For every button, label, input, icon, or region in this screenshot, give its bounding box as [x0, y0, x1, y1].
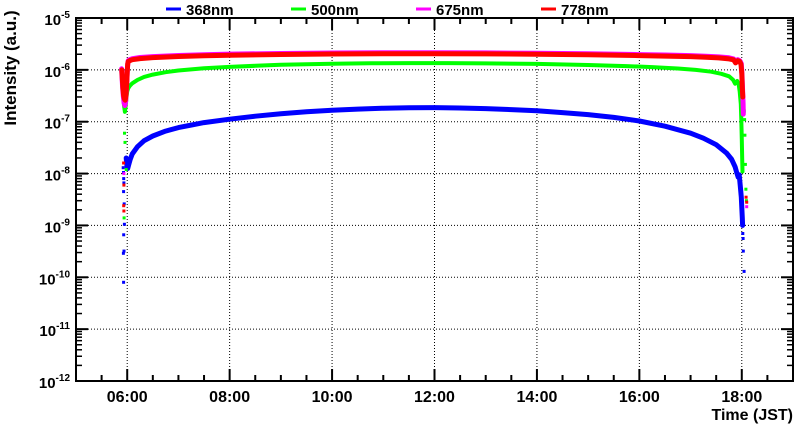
series-500nm-point: [124, 168, 128, 171]
legend: 368nm 500nm 675nm 778nm: [166, 2, 609, 19]
series-368nm-point: [122, 280, 126, 284]
series-368nm-point: [122, 202, 126, 206]
x-tick-label: 18:00: [721, 389, 762, 406]
series-368nm-point: [741, 232, 745, 235]
legend-entry: 778nm: [541, 2, 609, 19]
series-500nm-point: [743, 133, 747, 137]
x-tick-label: 10:00: [312, 389, 353, 406]
series-368nm-point: [741, 249, 745, 253]
x-tick-labels: 06:00 08:00 10:00 12:00 14:00 16:00 18:00: [107, 389, 763, 406]
legend-label: 778nm: [561, 2, 609, 19]
series-500nm-point: [123, 140, 127, 144]
series-675nm-point: [122, 172, 126, 176]
series-368nm-point: [122, 222, 126, 226]
series-curves: [119, 50, 749, 284]
x-tick-label: 06:00: [107, 389, 148, 406]
series-368nm-point: [742, 269, 746, 273]
y-tick-label: 10-6: [44, 62, 70, 81]
series-368nm-point: [122, 190, 126, 194]
series-500nm-point: [743, 118, 747, 122]
series-500nm-point: [744, 187, 748, 191]
series-778nm-point: [122, 204, 126, 208]
y-tick-label: 10-5: [44, 10, 70, 29]
series-368nm-point: [122, 181, 126, 185]
legend-label: 500nm: [311, 2, 359, 19]
series-778nm-point: [122, 183, 126, 187]
y-tick-labels: 10-5 10-6 10-7 10-8 10-9 10-10 10-11 10-12: [39, 10, 71, 392]
series-500nm-point: [122, 216, 126, 220]
y-tick-label: 10-9: [44, 217, 70, 236]
legend-entry: 675nm: [416, 2, 484, 19]
y-tick-label: 10-8: [44, 166, 70, 185]
y-tick-label: 10-10: [39, 269, 71, 288]
x-tick-label: 08:00: [209, 389, 250, 406]
y-axis-title: Intensity (a.u.): [1, 10, 20, 125]
x-tick-label: 12:00: [414, 389, 455, 406]
series-368nm-point: [122, 177, 126, 181]
series-500nm-curve: [119, 61, 745, 174]
series-368nm-point: [741, 237, 745, 240]
series-500nm-point: [123, 131, 126, 135]
series-368nm-curve: [123, 105, 746, 228]
y-tick-label: 10-12: [39, 373, 71, 392]
y-tick-label: 10-11: [39, 321, 70, 340]
legend-label: 675nm: [436, 2, 484, 19]
series-368nm-point: [121, 251, 125, 255]
x-axis-title: Time (JST): [712, 407, 794, 424]
series-368nm-point: [121, 166, 125, 170]
legend-entry: 500nm: [291, 2, 359, 19]
gridlines: [76, 18, 793, 381]
series-778nm-point: [744, 195, 748, 199]
series-500nm-point: [743, 162, 747, 166]
y-tick-label: 10-7: [44, 114, 70, 133]
x-tick-label: 16:00: [619, 389, 660, 406]
legend-label: 368nm: [186, 2, 234, 19]
series-368nm-point: [122, 249, 126, 253]
series-778nm-curve: [119, 51, 746, 103]
x-tick-label: 14:00: [516, 389, 557, 406]
series-368nm-point: [122, 233, 126, 237]
legend-entry: 368nm: [166, 2, 234, 19]
series-675nm-point: [745, 205, 749, 209]
series-778nm-point: [745, 200, 749, 204]
series-778nm-point: [122, 161, 126, 165]
series-778nm-point: [122, 209, 126, 213]
axis-ticks: [76, 17, 793, 382]
